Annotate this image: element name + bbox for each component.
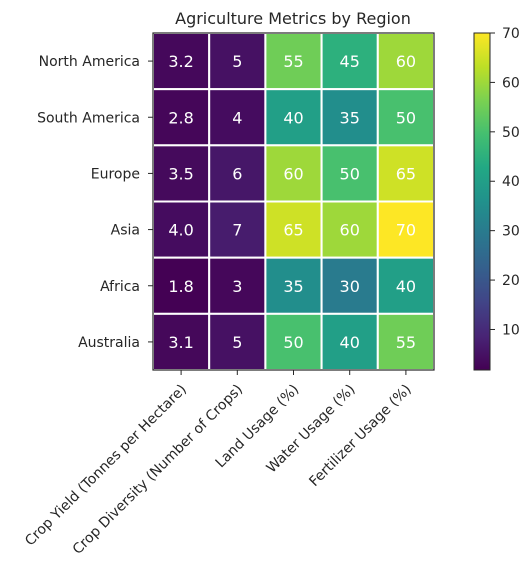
colorbar-tick-label: 30 (502, 224, 520, 240)
heatmap-value-label: 3 (232, 277, 242, 296)
heatmap-cell (376, 200, 435, 259)
heatmap-value-label: 40 (340, 333, 360, 352)
heatmap-value-label: 3.5 (168, 164, 193, 183)
heatmap-value-label: 70 (396, 221, 416, 240)
heatmap-value-label: 30 (340, 277, 360, 296)
heatmap-value-label: 4 (232, 108, 242, 127)
heatmap-value-labels: 3.2 5 55 45 602.8 4 40 35 503.5 6 60 50 654.0 7 65 60 70… (168, 52, 416, 352)
colorbar-tick-label: 60 (502, 75, 520, 91)
row-label: Australia (78, 335, 140, 351)
colorbar-tick-label: 10 (502, 322, 520, 338)
row-label: North America (39, 54, 140, 70)
heatmap-value-label: 65 (283, 221, 303, 240)
colorbar-gradient (473, 32, 491, 371)
row-axis: North America South America Europe Asia Afri… (37, 54, 153, 351)
heatmap-cell (208, 312, 267, 372)
heatmap-value-label: 60 (283, 164, 303, 183)
heatmap-value-label: 50 (340, 164, 360, 183)
heatmap-value-label: 2.8 (168, 108, 193, 127)
heatmap-value-label: 3.2 (168, 52, 193, 71)
heatmap-cell (320, 200, 379, 259)
column-label: Fertilizer Usage (%) (306, 382, 414, 490)
heatmap-cells (152, 32, 435, 372)
heatmap-value-label: 6 (232, 164, 242, 183)
heatmap-value-label: 65 (396, 164, 416, 183)
heatmap-value-label: 45 (340, 52, 360, 71)
heatmap-value-label: 5 (232, 52, 242, 71)
heatmap-cell (264, 88, 323, 147)
heatmap-value-label: 50 (396, 108, 416, 127)
heatmap-value-label: 40 (396, 277, 416, 296)
heatmap-value-label: 35 (283, 277, 303, 296)
heatmap-cell (264, 256, 323, 315)
heatmap-value-label: 50 (283, 333, 303, 352)
heatmap-value-label: 55 (396, 333, 416, 352)
colorbar-tick-label: 20 (502, 273, 520, 289)
heatmap-value-label: 55 (283, 52, 303, 71)
chart-title: Agriculture Metrics by Region (175, 9, 411, 28)
row-label: Asia (111, 223, 140, 239)
heatmap-cell (320, 144, 379, 203)
heatmap-cell (376, 88, 435, 147)
row-label: Europe (91, 166, 140, 182)
heatmap-value-label: 60 (396, 52, 416, 71)
heatmap-cell (208, 256, 267, 315)
heatmap-value-label: 3.1 (168, 333, 193, 352)
row-label: Africa (100, 279, 140, 295)
heatmap-value-label: 5 (232, 333, 242, 352)
heatmap-value-label: 7 (232, 221, 242, 240)
colorbar-tick-label: 40 (502, 174, 520, 190)
heatmap-cell (208, 200, 267, 259)
heatmap-value-label: 4.0 (168, 221, 193, 240)
column-axis: Crop Yield (Tonnes per Hectare)Crop Dive… (22, 370, 415, 558)
colorbar: 10 20 30 40 50 60 70 (473, 26, 520, 371)
heatmap-cell (208, 144, 267, 203)
heatmap-value-label: 1.8 (168, 277, 193, 296)
heatmap-cell (320, 312, 379, 372)
colorbar-tick-label: 50 (502, 125, 520, 141)
heatmap-value-label: 35 (340, 108, 360, 127)
heatmap-value-label: 60 (340, 221, 360, 240)
colorbar-tick-label: 70 (502, 26, 520, 42)
heatmap-value-label: 40 (283, 108, 303, 127)
row-label: South America (37, 110, 140, 126)
